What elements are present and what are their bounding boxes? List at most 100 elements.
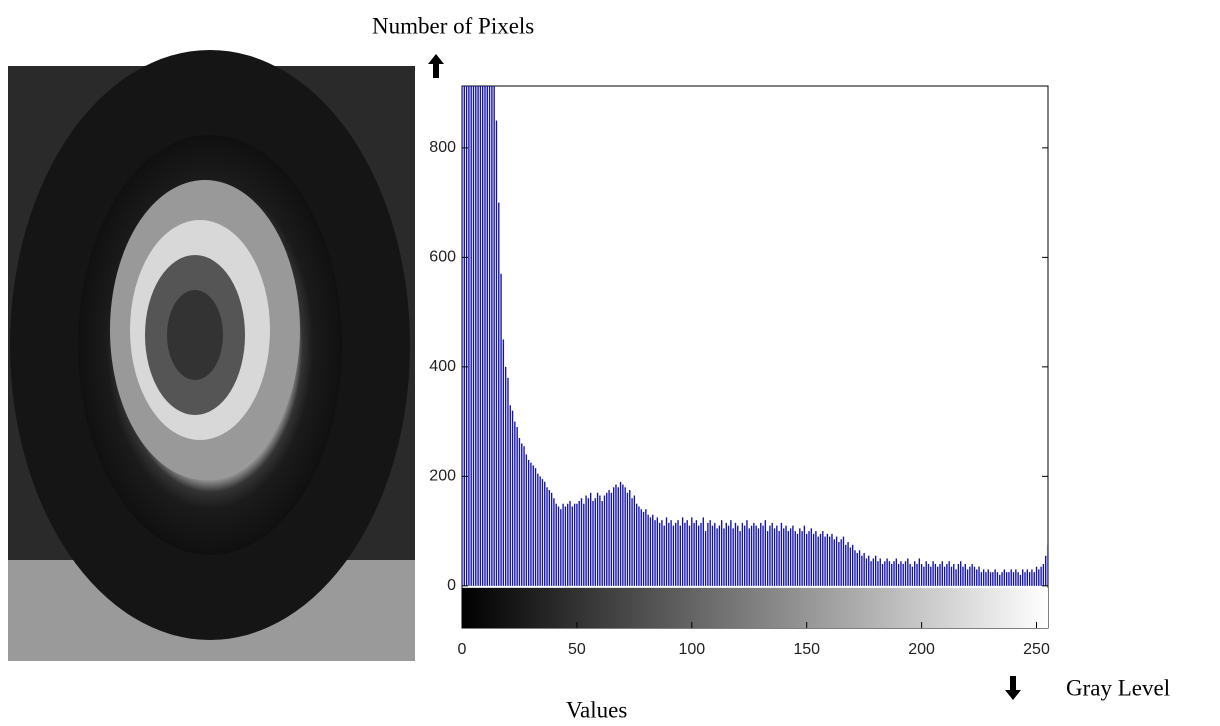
bar <box>858 550 861 586</box>
bar <box>895 558 898 586</box>
bar <box>815 531 817 586</box>
bar <box>631 498 633 586</box>
plot-frame <box>461 85 1049 629</box>
bar <box>838 542 840 586</box>
bar <box>629 490 631 586</box>
bar <box>550 492 553 586</box>
bar <box>714 522 716 586</box>
bar <box>794 531 796 586</box>
bar <box>801 531 803 586</box>
bar <box>865 558 868 586</box>
bar <box>537 473 539 586</box>
bar <box>847 542 849 586</box>
bar <box>937 566 939 586</box>
bar <box>985 572 987 586</box>
bar <box>491 86 493 586</box>
bar <box>1010 569 1012 586</box>
bar <box>514 421 516 586</box>
bar <box>725 522 727 586</box>
bar <box>783 528 785 586</box>
bar <box>612 487 615 586</box>
bar <box>773 528 776 586</box>
bar <box>652 514 654 586</box>
bar <box>953 563 955 586</box>
bar <box>948 561 950 586</box>
bar <box>746 520 748 586</box>
bar <box>504 366 507 586</box>
bar <box>617 487 619 586</box>
bar <box>527 459 530 586</box>
bar <box>741 522 744 586</box>
bar <box>599 495 601 586</box>
bar <box>594 498 596 586</box>
bar <box>955 569 957 586</box>
bar <box>677 520 679 586</box>
x-tick-label: 200 <box>908 641 935 658</box>
bar <box>959 561 962 586</box>
bar <box>799 528 801 586</box>
bar <box>1022 569 1024 586</box>
bar <box>980 572 983 586</box>
bar <box>695 520 698 586</box>
bar <box>509 405 511 586</box>
bar <box>812 533 815 586</box>
bar <box>934 563 937 586</box>
bar <box>941 561 943 586</box>
bar <box>645 509 647 586</box>
bar <box>845 544 847 586</box>
bar <box>596 492 599 586</box>
bar <box>679 525 682 586</box>
bar <box>766 531 769 586</box>
bar <box>500 273 502 586</box>
bar <box>587 498 590 586</box>
bar <box>939 563 941 586</box>
bar <box>603 495 606 586</box>
bar <box>585 495 587 586</box>
bar <box>546 487 548 586</box>
bar <box>1003 569 1006 586</box>
bar <box>762 525 764 586</box>
bar <box>833 539 835 586</box>
bar <box>479 86 482 586</box>
bar <box>1028 572 1031 586</box>
bar <box>872 558 875 586</box>
bar <box>649 517 652 586</box>
up-arrow <box>428 54 444 78</box>
bar <box>907 558 909 586</box>
bar <box>962 566 964 586</box>
bar <box>737 525 739 586</box>
bar <box>957 563 960 586</box>
bar <box>854 550 856 586</box>
bar <box>879 558 881 586</box>
bar <box>803 525 806 586</box>
bar <box>576 503 578 586</box>
bar <box>824 536 826 586</box>
bar <box>730 520 732 586</box>
bar <box>681 517 684 586</box>
bar <box>511 410 514 586</box>
bar <box>658 522 661 586</box>
bar <box>707 522 709 586</box>
bar <box>475 86 477 586</box>
y-tick-label: 400 <box>429 358 456 375</box>
bar <box>918 558 920 586</box>
bar <box>1008 572 1010 586</box>
bar <box>863 552 865 586</box>
bar <box>569 500 571 586</box>
bar <box>484 86 486 586</box>
bar <box>1019 574 1022 586</box>
bar <box>989 572 992 586</box>
bar <box>771 522 773 586</box>
bar <box>835 536 838 586</box>
bar <box>748 528 750 586</box>
bar <box>902 563 904 586</box>
bar <box>994 569 996 586</box>
bar <box>564 506 567 586</box>
x-tick-label: 100 <box>678 641 705 658</box>
bar <box>553 498 555 586</box>
bar <box>785 525 787 586</box>
bar <box>521 443 523 586</box>
bar <box>760 522 762 586</box>
bar <box>544 481 546 586</box>
bar <box>601 500 603 586</box>
